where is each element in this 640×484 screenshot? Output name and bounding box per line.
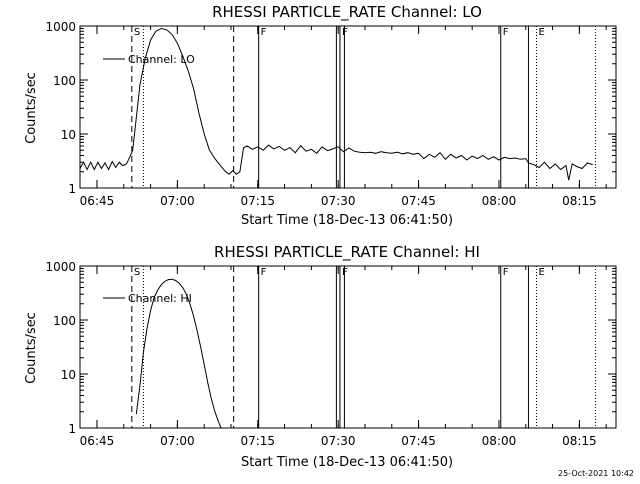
flag-label: S [134, 27, 140, 38]
flag-label: E [538, 27, 544, 38]
panel-lo: RHESSI PARTICLE_RATE Channel: LO Counts/… [24, 3, 617, 228]
legend-lo: Channel: LO [103, 53, 195, 66]
x-tick-label: 08:00 [482, 434, 517, 448]
y-tick-label: 100 [53, 74, 76, 88]
x-tick-label: 07:15 [240, 434, 275, 448]
x-tick-label: 07:45 [401, 194, 436, 208]
flag-label: F [261, 27, 267, 38]
y-tick-label: 10 [61, 368, 76, 382]
series-lo [79, 27, 593, 181]
flag-label: F [342, 267, 348, 278]
y-axis-label-hi: Counts/sec [24, 312, 39, 384]
x-tick-label: 06:45 [80, 194, 115, 208]
x-tick-label: 07:30 [321, 434, 356, 448]
chart-title-hi: RHESSI PARTICLE_RATE Channel: HI [214, 243, 480, 262]
y-tick-label: 1000 [45, 260, 76, 274]
series-line [135, 278, 222, 429]
flag-label: E [538, 267, 544, 278]
y-axis-label-lo: Counts/sec [24, 72, 39, 144]
x-tick-label: 07:30 [321, 194, 356, 208]
y-tick-label: 10 [61, 128, 76, 142]
x-tick-label: 08:00 [482, 194, 517, 208]
series-hi [135, 278, 222, 429]
panel-hi: RHESSI PARTICLE_RATE Channel: HI Counts/… [24, 243, 617, 470]
y-tick-label: 1 [68, 182, 76, 196]
axis-ticks-hi: 06:45 07:00 07:15 07:30 07:45 08:00 08:15 1 10 10… [45, 260, 616, 448]
y-tick-label: 100 [53, 314, 76, 328]
x-tick-label: 07:45 [401, 434, 436, 448]
x-tick-label: 07:15 [240, 194, 275, 208]
x-tick-label: 06:45 [80, 434, 115, 448]
flag-label: F [342, 27, 348, 38]
x-axis-label-hi: Start Time (18-Dec-13 06:41:50) [241, 455, 453, 470]
plot-frame-lo [79, 25, 617, 189]
legend-label-hi: Channel: HI [128, 292, 192, 305]
flag-lines-lo: SFFFE [131, 26, 596, 188]
x-tick-label: 07:00 [160, 194, 195, 208]
axis-ticks-lo: 06:45 07:00 07:15 07:30 07:45 08:00 08:15 1 10 10… [45, 20, 616, 208]
flag-lines-hi: SFFFE [131, 266, 596, 428]
y-tick-label: 1000 [45, 20, 76, 34]
plot-frame-hi [79, 265, 617, 429]
flag-label: F [503, 27, 509, 38]
flag-label: S [134, 267, 140, 278]
chart-title-lo: RHESSI PARTICLE_RATE Channel: LO [212, 3, 482, 22]
legend-label-lo: Channel: LO [128, 53, 195, 66]
flag-label: F [503, 267, 509, 278]
flag-label: F [261, 267, 267, 278]
series-line [79, 27, 593, 181]
x-axis-label-lo: Start Time (18-Dec-13 06:41:50) [241, 213, 453, 228]
y-tick-label: 1 [68, 422, 76, 436]
legend-hi: Channel: HI [103, 292, 192, 305]
x-tick-label: 08:15 [562, 434, 597, 448]
plot-timestamp: 25-Oct-2021 10:42 [558, 469, 634, 478]
x-tick-label: 07:00 [160, 434, 195, 448]
x-tick-label: 08:15 [562, 194, 597, 208]
